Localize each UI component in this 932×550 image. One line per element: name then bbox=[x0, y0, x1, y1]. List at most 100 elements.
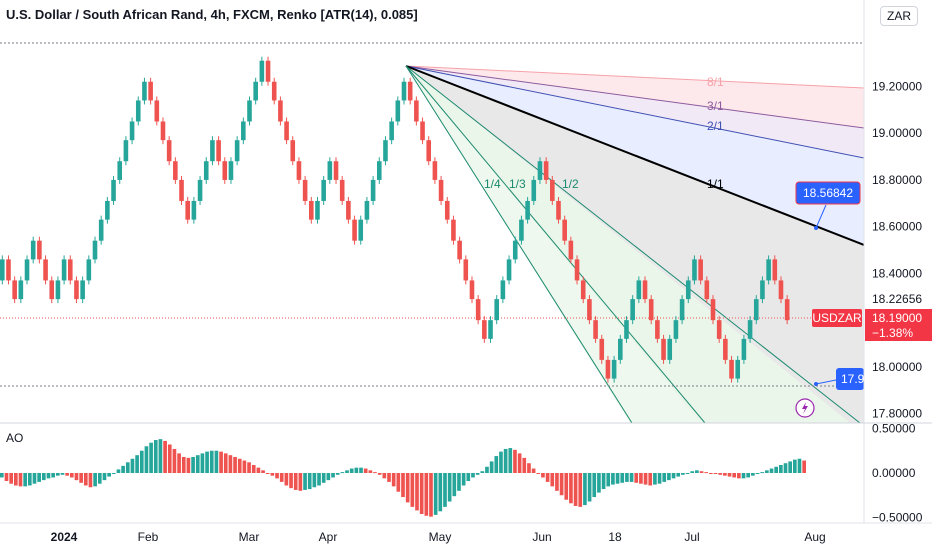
ao-bar bbox=[480, 471, 485, 473]
renko-brick-down bbox=[463, 259, 469, 281]
ao-bar bbox=[65, 473, 69, 476]
ao-bar bbox=[461, 473, 466, 486]
ao-bar bbox=[265, 473, 270, 474]
renko-brick-up bbox=[624, 320, 629, 339]
ao-bar bbox=[457, 473, 461, 491]
renko-brick-up bbox=[376, 161, 382, 180]
renko-brick-up bbox=[129, 121, 135, 141]
ao-bar bbox=[233, 456, 237, 473]
ao-bar bbox=[303, 473, 307, 490]
lightning-glyph bbox=[802, 402, 808, 414]
ao-bar bbox=[326, 473, 331, 481]
renko-brick-down bbox=[296, 161, 302, 180]
price-tick-label: 17.80000 bbox=[872, 407, 922, 421]
ao-bar bbox=[69, 473, 74, 478]
renko-brick-down bbox=[271, 81, 277, 101]
ao-bar bbox=[359, 467, 363, 473]
renko-brick-down bbox=[407, 81, 413, 101]
renko-brick-down bbox=[74, 280, 79, 300]
renko-brick-up bbox=[135, 100, 141, 122]
fan-group bbox=[405, 65, 864, 423]
ao-bar bbox=[153, 440, 158, 473]
renko-brick-up bbox=[80, 280, 85, 300]
price-tick-label: 18.00000 bbox=[872, 360, 922, 374]
ao-bar bbox=[46, 473, 51, 479]
fan-anchor-dot bbox=[814, 226, 818, 230]
ao-bar bbox=[774, 466, 779, 473]
ao-bar bbox=[489, 461, 494, 473]
ao-bar bbox=[485, 466, 489, 473]
ao-bar bbox=[60, 473, 65, 475]
ao-bar bbox=[732, 473, 737, 478]
ao-bar bbox=[517, 453, 522, 473]
last-price-text: 18.19000 bbox=[872, 311, 922, 325]
ao-bar bbox=[704, 472, 709, 474]
ao-bar bbox=[536, 473, 541, 474]
ao-bar bbox=[587, 473, 592, 502]
renko-brick-down bbox=[432, 161, 438, 180]
ao-bar bbox=[531, 468, 536, 473]
time-tick-label: Feb bbox=[138, 530, 159, 544]
ao-indicator-label[interactable]: AO bbox=[6, 431, 24, 445]
high-price-box bbox=[865, 290, 932, 308]
ao-bar bbox=[382, 473, 387, 479]
renko-brick-up bbox=[753, 299, 759, 321]
low-connector bbox=[815, 379, 837, 385]
ao-bar bbox=[713, 473, 718, 474]
ao-bar bbox=[751, 473, 755, 476]
price-tick-label: 18.80000 bbox=[872, 173, 922, 187]
ao-bar bbox=[74, 473, 79, 481]
ao-bar bbox=[349, 468, 354, 473]
ao-bar bbox=[4, 473, 9, 482]
fan-label-1-2: 1/2 bbox=[562, 177, 579, 191]
ao-bar bbox=[298, 473, 303, 491]
ao-bar bbox=[769, 468, 774, 473]
renko-brick-down bbox=[605, 359, 611, 379]
symbol-tag-text: USDZAR bbox=[812, 311, 862, 325]
fan-line-2-1 bbox=[405, 65, 864, 159]
ao-bar bbox=[401, 473, 405, 498]
ao-bar bbox=[135, 455, 139, 473]
ao-bar bbox=[51, 473, 55, 478]
renko-brick-down bbox=[698, 259, 703, 281]
ao-bar bbox=[727, 473, 732, 477]
time-axis[interactable]: 2024 Feb Mar Apr May Jun 18 Jul Aug bbox=[51, 530, 826, 544]
ao-bar bbox=[205, 451, 209, 473]
fan-label-1-3: 1/3 bbox=[509, 177, 526, 191]
renko-brick-up bbox=[389, 121, 394, 141]
ao-bar bbox=[615, 473, 620, 484]
ao-bar bbox=[471, 473, 475, 478]
ao-bar bbox=[102, 473, 107, 481]
ao-bar bbox=[555, 473, 559, 491]
ao-bar bbox=[410, 473, 415, 507]
ao-bar bbox=[513, 449, 517, 473]
renko-brick-down bbox=[710, 299, 716, 321]
ao-bar bbox=[592, 473, 597, 498]
ao-bar bbox=[177, 453, 181, 473]
renko-brick-down bbox=[444, 200, 450, 220]
renko-brick-down bbox=[655, 320, 660, 339]
renko-brick-up bbox=[735, 359, 741, 379]
ao-bar bbox=[144, 446, 149, 473]
ao-bar bbox=[699, 471, 704, 473]
time-tick-label: May bbox=[429, 530, 452, 544]
renko-brick-up bbox=[685, 280, 691, 300]
ao-bar bbox=[494, 456, 499, 473]
renko-brick-up bbox=[537, 161, 543, 180]
ao-bar bbox=[116, 469, 121, 473]
renko-brick-down bbox=[648, 299, 654, 321]
fan-label-8-1: 8/1 bbox=[707, 75, 724, 89]
currency-button[interactable]: ZAR bbox=[880, 6, 918, 26]
ao-bar bbox=[93, 473, 97, 487]
price-change-text: −1.38% bbox=[872, 326, 913, 340]
time-tick-label: Apr bbox=[319, 530, 338, 544]
renko-brick-down bbox=[475, 299, 481, 321]
price-axis[interactable]: 19.20000 19.00000 18.80000 18.60000 18.40000… bbox=[872, 79, 922, 420]
renko-brick-up bbox=[61, 259, 67, 281]
ao-bar bbox=[741, 473, 746, 479]
ao-bar bbox=[55, 473, 60, 476]
ao-bar bbox=[172, 448, 177, 473]
fan-line-1-1[interactable] bbox=[405, 65, 864, 246]
renko-brick-down bbox=[414, 100, 419, 122]
